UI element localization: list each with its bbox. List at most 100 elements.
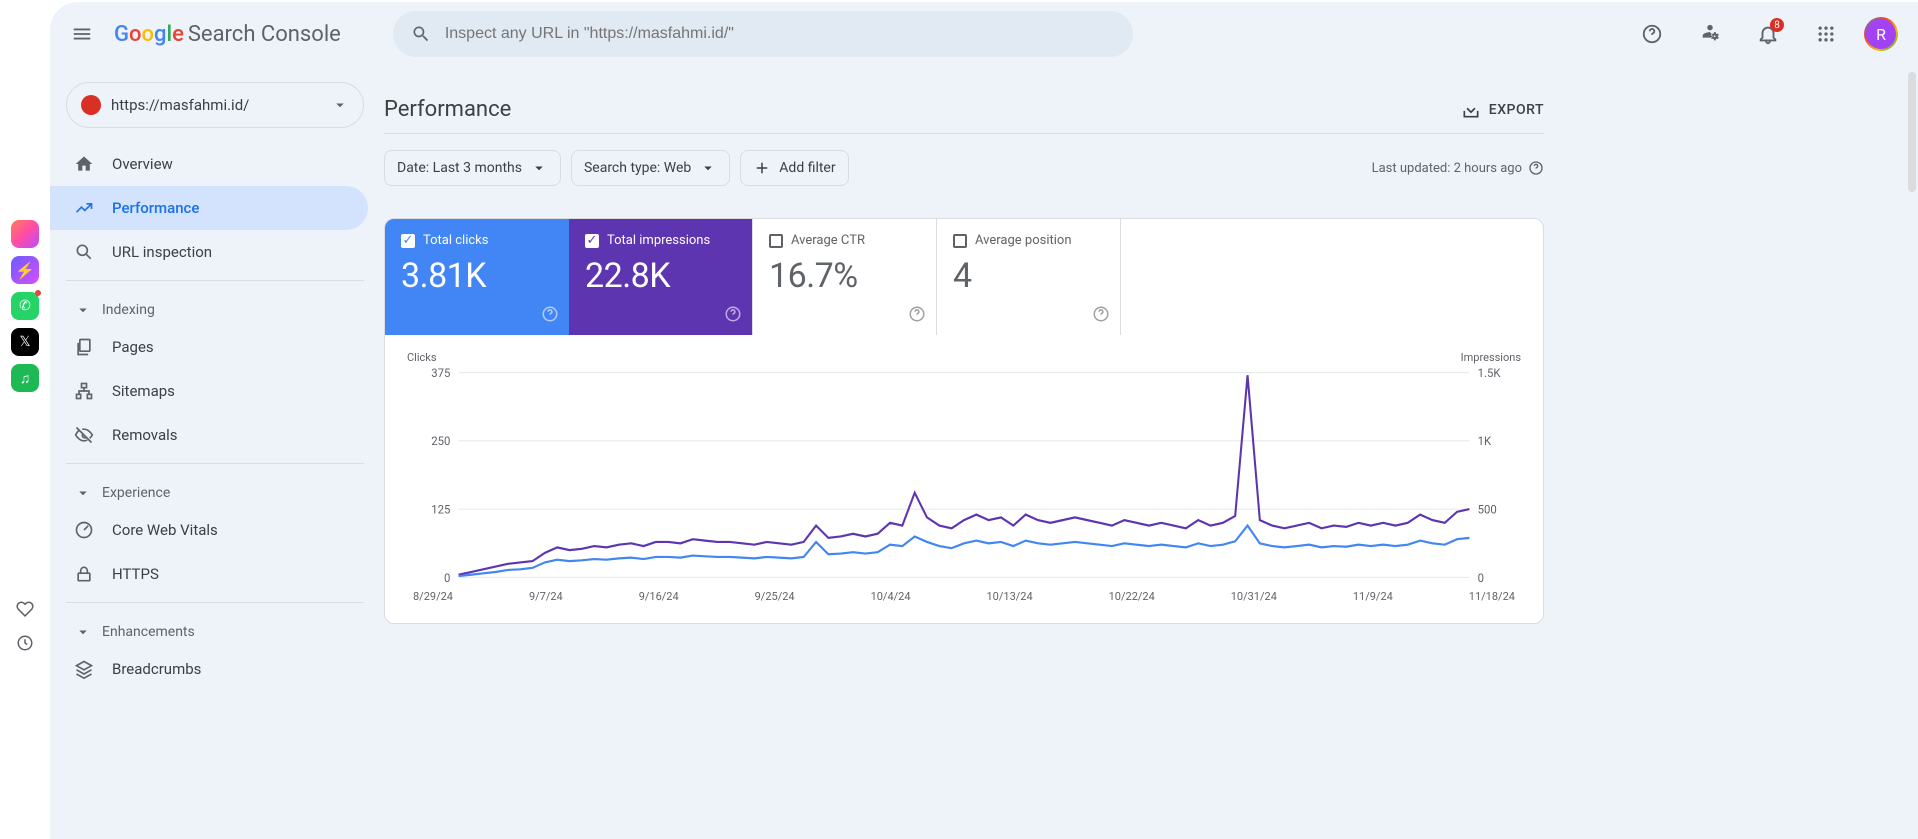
trending-icon xyxy=(74,198,94,218)
add-filter-chip[interactable]: Add filter xyxy=(740,150,848,186)
download-icon xyxy=(1461,100,1481,120)
help-icon[interactable] xyxy=(908,305,926,327)
add-filter-label: Add filter xyxy=(779,160,835,176)
metric-total-impressions[interactable]: ✓ Total impressions 22.8K xyxy=(569,219,753,335)
help-icon[interactable] xyxy=(1092,305,1110,327)
dock-app-1[interactable] xyxy=(11,220,39,248)
x-axis-label: 10/13/24 xyxy=(987,590,1033,603)
property-selector[interactable]: https://masfahmi.id/ xyxy=(66,82,364,128)
chevron-down-icon xyxy=(530,159,548,177)
dock-heart-icon[interactable] xyxy=(16,600,34,622)
x-axis-label: 11/18/24 xyxy=(1469,590,1515,603)
help-icon[interactable] xyxy=(1528,160,1544,176)
svg-text:375: 375 xyxy=(431,366,451,380)
svg-text:500: 500 xyxy=(1478,502,1497,516)
filter-date-chip[interactable]: Date: Last 3 months xyxy=(384,150,561,186)
nav-cwv-label: Core Web Vitals xyxy=(112,521,218,539)
export-label: EXPORT xyxy=(1489,102,1544,118)
nav-sitemaps-label: Sitemaps xyxy=(112,382,175,400)
pages-icon xyxy=(74,337,94,357)
help-icon[interactable] xyxy=(541,305,559,327)
nav-url-inspection[interactable]: URL inspection xyxy=(50,230,368,274)
export-button[interactable]: EXPORT xyxy=(1461,100,1544,120)
dock-app-x[interactable]: 𝕏 xyxy=(11,328,39,356)
dock-app-messenger[interactable]: ⚡ xyxy=(11,256,39,284)
page-title: Performance xyxy=(384,97,511,122)
x-axis-label: 9/7/24 xyxy=(529,590,563,603)
metric-total-clicks[interactable]: ✓ Total clicks 3.81K xyxy=(385,219,569,335)
chart-x-axis: 8/29/249/7/249/16/249/25/2410/4/2410/13/… xyxy=(407,590,1521,603)
performance-chart[interactable]: 3751.5K2501K12550000 xyxy=(407,366,1521,584)
nav-overview[interactable]: Overview xyxy=(50,142,368,186)
nav-performance-label: Performance xyxy=(112,199,199,217)
metric-clicks-label: Total clicks xyxy=(423,233,488,248)
dock-history-icon[interactable] xyxy=(16,634,34,656)
nav-removals[interactable]: Removals xyxy=(50,413,368,457)
x-axis-label: 8/29/24 xyxy=(413,590,453,603)
chart-left-axis-title: Clicks xyxy=(407,351,437,364)
settings-people-icon[interactable] xyxy=(1690,14,1730,54)
logo-google: Google xyxy=(114,22,184,47)
metric-average-position[interactable]: Average position 4 xyxy=(937,219,1121,335)
url-inspect-input[interactable] xyxy=(445,25,1115,43)
nav-pages-label: Pages xyxy=(112,338,154,356)
nav-breadcrumbs[interactable]: Breadcrumbs xyxy=(50,647,368,691)
performance-card: ✓ Total clicks 3.81K ✓ Total impressions xyxy=(384,218,1544,624)
notification-badge: 8 xyxy=(1770,18,1784,32)
logo-product: Search Console xyxy=(188,22,341,47)
visibility-off-icon xyxy=(74,425,94,445)
notifications-icon[interactable]: 8 xyxy=(1748,14,1788,54)
property-favicon xyxy=(81,95,101,115)
dock-app-spotify[interactable]: ♫ xyxy=(11,364,39,392)
section-enhancements-label: Enhancements xyxy=(102,624,195,640)
metric-average-ctr[interactable]: Average CTR 16.7% xyxy=(753,219,937,335)
os-dock: ⚡ ✆ 𝕏 ♫ xyxy=(0,0,50,839)
section-experience-label: Experience xyxy=(102,485,170,501)
nav-performance[interactable]: Performance xyxy=(50,186,368,230)
svg-text:0: 0 xyxy=(444,571,450,584)
scrollbar[interactable] xyxy=(1908,72,1916,192)
nav-https[interactable]: HTTPS xyxy=(50,552,368,596)
nav-https-label: HTTPS xyxy=(112,565,159,583)
filter-search-type-chip[interactable]: Search type: Web xyxy=(571,150,730,186)
lock-icon xyxy=(74,564,94,584)
plus-icon xyxy=(753,159,771,177)
chevron-down-icon xyxy=(699,159,717,177)
x-axis-label: 9/25/24 xyxy=(755,590,795,603)
chevron-down-icon xyxy=(74,301,92,319)
section-experience[interactable]: Experience xyxy=(50,470,380,508)
search-icon xyxy=(74,242,94,262)
sidebar: https://masfahmi.id/ Overview Performanc… xyxy=(50,66,380,839)
chart-area: Clicks Impressions 3751.5K2501K12550000 … xyxy=(385,335,1543,623)
account-avatar[interactable]: R xyxy=(1864,17,1898,51)
nav-sitemaps[interactable]: Sitemaps xyxy=(50,369,368,413)
apps-grid-icon[interactable] xyxy=(1806,14,1846,54)
help-icon[interactable] xyxy=(1632,14,1672,54)
x-axis-label: 10/22/24 xyxy=(1109,590,1155,603)
nav-url-inspection-label: URL inspection xyxy=(112,243,212,261)
dock-app-whatsapp[interactable]: ✆ xyxy=(11,292,39,320)
metrics-row: ✓ Total clicks 3.81K ✓ Total impressions xyxy=(385,219,1543,335)
checkbox-icon xyxy=(953,234,967,248)
checkbox-icon: ✓ xyxy=(585,234,599,248)
help-icon[interactable] xyxy=(724,305,742,327)
url-inspect-search[interactable] xyxy=(393,11,1133,57)
filter-date-label: Date: Last 3 months xyxy=(397,160,522,176)
nav-pages[interactable]: Pages xyxy=(50,325,368,369)
layers-icon xyxy=(74,659,94,679)
nav-overview-label: Overview xyxy=(112,155,173,173)
content-area: Performance EXPORT Date: Last 3 months S… xyxy=(380,66,1918,839)
section-indexing[interactable]: Indexing xyxy=(50,287,380,325)
svg-text:0: 0 xyxy=(1478,571,1484,584)
nav-breadcrumbs-label: Breadcrumbs xyxy=(112,660,201,678)
speed-icon xyxy=(74,520,94,540)
hamburger-menu[interactable] xyxy=(62,14,102,54)
section-enhancements[interactable]: Enhancements xyxy=(50,609,380,647)
nav-core-web-vitals[interactable]: Core Web Vitals xyxy=(50,508,368,552)
logo[interactable]: Google Search Console xyxy=(114,22,341,47)
metric-ctr-value: 16.7% xyxy=(769,256,920,296)
x-axis-label: 11/9/24 xyxy=(1353,590,1393,603)
chevron-down-icon xyxy=(331,96,349,114)
metric-impressions-value: 22.8K xyxy=(585,256,736,296)
svg-text:1.5K: 1.5K xyxy=(1478,366,1501,380)
